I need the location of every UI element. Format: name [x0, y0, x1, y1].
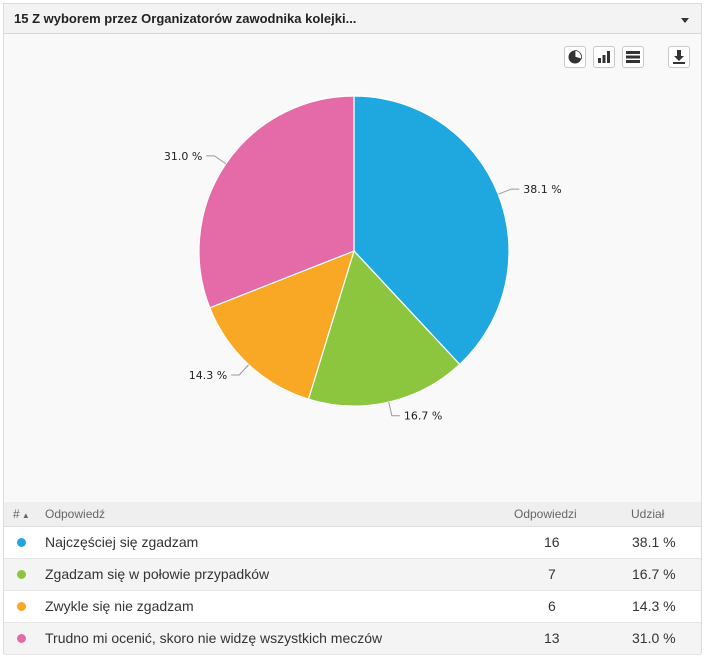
label-connector	[206, 155, 227, 165]
data-label: 14.3 %	[189, 369, 227, 382]
answer-share: 31.0 %	[632, 630, 676, 646]
chevron-down-icon[interactable]	[681, 18, 689, 23]
answer-label: Zgadzam się w połowie przypadków	[45, 566, 270, 582]
pie-chart-icon	[568, 50, 582, 64]
label-connector	[498, 188, 520, 195]
answer-count: 7	[548, 566, 556, 582]
table-row: Zwykle się nie zgadzam 6 14.3 %	[4, 591, 701, 623]
header-num[interactable]: # ▲	[13, 507, 30, 521]
pie-chart: 38.1 % 16.7 % 14.3 % 31.0 %	[164, 95, 562, 423]
pie-slice-zwykle-sie-nie-zgadzam[interactable]	[208, 249, 355, 400]
header-answer[interactable]: Odpowiedź	[45, 507, 106, 521]
pie-slice-najczesciej-sie-zgadzam[interactable]	[353, 95, 510, 366]
sort-asc-icon: ▲	[19, 511, 30, 520]
table-row: Zgadzam się w połowie przypadków 7 16.7 …	[4, 559, 701, 591]
pie-slice-trudno-mi-ocenic-skoro-nie-widze-wszystkich-meczow[interactable]	[198, 95, 355, 309]
table-row: Trudno mi ocenić, skoro nie widzę wszyst…	[4, 623, 701, 655]
answer-count: 13	[544, 630, 560, 646]
answer-label: Zwykle się nie zgadzam	[45, 598, 194, 614]
series-color-dot	[17, 538, 26, 547]
answer-label: Najczęściej się zgadzam	[45, 534, 199, 550]
label-connector	[388, 401, 400, 417]
pie-slice-zgadzam-sie-w-polowie-przypadkow[interactable]	[307, 249, 461, 407]
answer-share: 14.3 %	[632, 598, 676, 614]
answer-count: 16	[544, 534, 560, 550]
download-icon	[673, 50, 685, 64]
table-view-button[interactable]	[622, 46, 644, 68]
question-dropdown[interactable]: 15 Z wyborem przez Organizatorów zawodni…	[4, 4, 701, 34]
answer-label: Trudno mi ocenić, skoro nie widzę wszyst…	[45, 630, 383, 646]
answer-count: 6	[548, 598, 556, 614]
question-panel: 15 Z wyborem przez Organizatorów zawodni…	[3, 3, 702, 655]
header-count[interactable]: Odpowiedzi	[514, 507, 577, 521]
answer-share: 38.1 %	[632, 534, 676, 550]
table-icon	[626, 51, 640, 63]
bar-chart-icon	[598, 51, 610, 63]
table-row: Najczęściej się zgadzam 16 38.1 %	[4, 527, 701, 559]
label-connector	[231, 364, 250, 376]
data-label: 16.7 %	[404, 410, 442, 423]
table-header: # ▲ Odpowiedź Odpowiedzi Udział	[4, 502, 701, 527]
series-color-dot	[17, 634, 26, 643]
answer-share: 16.7 %	[632, 566, 676, 582]
data-label: 38.1 %	[523, 183, 561, 196]
pie-chart-button[interactable]	[564, 46, 586, 68]
results-table: # ▲ Odpowiedź Odpowiedzi Udział Najczęśc…	[4, 502, 701, 655]
download-button[interactable]	[668, 46, 690, 68]
data-label: 31.0 %	[164, 150, 202, 163]
question-title: 15 Z wyborem przez Organizatorów zawodni…	[14, 11, 357, 26]
series-color-dot	[17, 570, 26, 579]
series-color-dot	[17, 602, 26, 611]
header-share[interactable]: Udział	[631, 507, 665, 521]
bar-chart-button[interactable]	[593, 46, 615, 68]
